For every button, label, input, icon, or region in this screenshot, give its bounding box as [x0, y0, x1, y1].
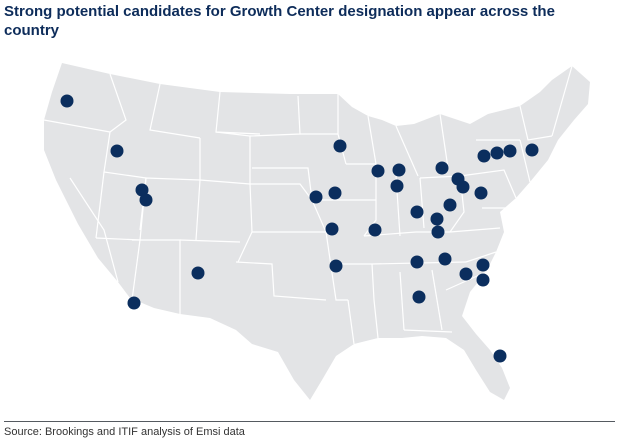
city-marker: [368, 223, 382, 237]
city-marker: [493, 349, 507, 363]
city-markers: [60, 94, 539, 363]
city-marker: [410, 255, 424, 269]
source-note: Source: Brookings and ITIF analysis of E…: [4, 426, 245, 438]
city-marker: [435, 161, 449, 175]
city-marker: [525, 143, 539, 157]
city-marker: [438, 252, 452, 266]
city-marker: [135, 183, 149, 197]
city-marker: [60, 94, 74, 108]
city-marker: [127, 296, 141, 310]
city-marker: [431, 225, 445, 239]
city-marker: [474, 186, 488, 200]
city-marker: [392, 163, 406, 177]
city-marker: [443, 198, 457, 212]
city-marker: [110, 144, 124, 158]
city-marker: [503, 144, 517, 158]
city-marker: [309, 190, 323, 204]
city-marker: [328, 186, 342, 200]
city-marker: [412, 290, 426, 304]
city-marker: [430, 212, 444, 226]
city-marker: [139, 193, 153, 207]
page-title: Strong potential candidates for Growth C…: [4, 3, 555, 39]
source-divider: [4, 421, 615, 422]
city-marker: [459, 267, 473, 281]
city-marker: [329, 259, 343, 273]
city-marker: [333, 139, 347, 153]
city-marker: [191, 266, 205, 280]
city-marker: [476, 258, 490, 272]
city-marker: [371, 164, 385, 178]
city-marker: [390, 179, 404, 193]
city-marker: [456, 180, 470, 194]
city-marker: [490, 146, 504, 160]
city-marker: [477, 149, 491, 163]
city-marker: [410, 205, 424, 219]
city-marker: [325, 222, 339, 236]
city-marker: [476, 273, 490, 287]
